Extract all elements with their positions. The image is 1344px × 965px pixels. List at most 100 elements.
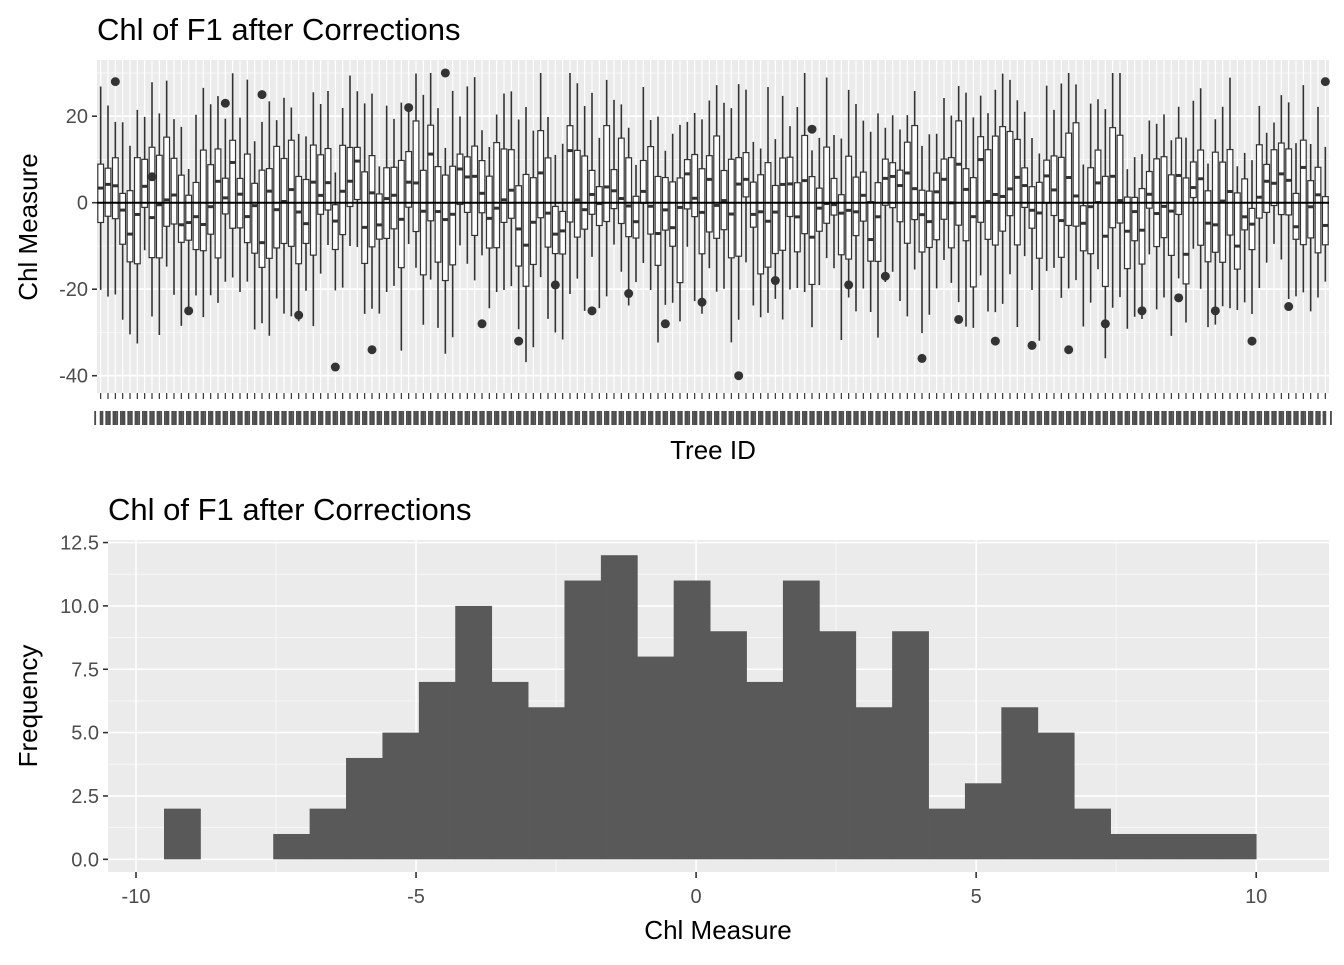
boxplot-box <box>1189 161 1197 199</box>
histogram-x-tick-label: 5 <box>971 886 982 908</box>
boxplot-box <box>1285 148 1293 216</box>
boxplot-x-tick-label: III <box>356 408 373 430</box>
boxplot-x-tick-label: III <box>833 408 850 430</box>
boxplot-x-tick-label: III <box>188 408 205 430</box>
boxplot-box <box>251 182 259 254</box>
boxplot-x-tick-label: III <box>547 408 564 430</box>
boxplot-box <box>925 190 933 249</box>
boxplot-box <box>764 162 772 268</box>
histogram-x-axis: -10 -5 0 5 10 <box>122 872 1267 908</box>
boxplot-x-tick-label: III <box>1317 408 1334 430</box>
boxplot-box <box>999 126 1007 232</box>
boxplot-x-tick-label: III <box>818 408 835 430</box>
histogram-y-tick-label: 0.0 <box>71 849 99 871</box>
histogram-bar <box>892 631 929 860</box>
boxplot-box <box>1321 196 1329 246</box>
histogram-title: Chl of F1 after Corrections <box>108 492 472 527</box>
boxplot-x-tick-label: III <box>276 408 293 430</box>
boxplot-x-tick-label: III <box>261 408 278 430</box>
boxplot-outlier <box>1137 306 1147 316</box>
boxplot-x-label: Tree ID <box>670 435 756 465</box>
boxplot-x-tick-label: III <box>540 408 557 430</box>
boxplot-x-tick-label: III <box>716 408 733 430</box>
boxplot-box <box>170 157 178 225</box>
boxplot-box <box>1065 132 1073 227</box>
boxplot-box <box>801 134 809 235</box>
boxplot-x-tick-label: III <box>1060 408 1077 430</box>
boxplot-outlier <box>954 314 964 324</box>
boxplot-x-tick-label: III <box>371 408 388 430</box>
boxplot-x-tick-label: III <box>466 408 483 430</box>
histogram-y-tick-label: 2.5 <box>71 786 99 808</box>
boxplot-box <box>199 149 207 252</box>
histogram-bar <box>1219 833 1257 860</box>
boxplot-box <box>1167 174 1175 257</box>
boxplot-x-tick-label: III <box>708 408 725 430</box>
boxplot-x-tick-label: III <box>752 408 769 430</box>
boxplot-outlier <box>1284 302 1294 312</box>
boxplot-box <box>566 125 574 223</box>
boxplot-x-tick-label: III <box>305 408 322 430</box>
boxplot-x-tick-label: III <box>569 408 586 430</box>
boxplot-x-tick-label: III <box>584 408 601 430</box>
boxplot-box <box>1131 196 1139 242</box>
boxplot-x-tick-label: III <box>232 408 249 430</box>
boxplot-x-tick-label: III <box>1244 408 1261 430</box>
histogram-bar <box>418 681 456 860</box>
boxplot-box <box>654 175 662 266</box>
histogram-y-tick-label: 7.5 <box>71 659 99 681</box>
boxplot-box <box>969 177 977 288</box>
boxplot-chart: Chl of F1 after Corrections -40 -20 0 20 II… <box>13 12 1334 465</box>
boxplot-outlier <box>734 371 744 381</box>
boxplot-x-tick-label: III <box>459 408 476 430</box>
boxplot-box <box>610 168 618 210</box>
boxplot-box <box>955 120 963 226</box>
boxplot-box <box>456 153 464 206</box>
boxplot-x-tick-label: III <box>503 408 520 430</box>
boxplot-box <box>163 136 171 227</box>
boxplot-x-tick-label: III <box>444 408 461 430</box>
boxplot-x-tick-label: III <box>840 408 857 430</box>
boxplot-box <box>177 174 185 243</box>
histogram-bar <box>819 631 857 860</box>
histogram-y-tick-label: 12.5 <box>60 533 99 555</box>
boxplot-x-tick-label: III <box>1156 408 1173 430</box>
boxplot-x-tick-label: III <box>1170 408 1187 430</box>
boxplot-x-tick-label: III <box>1280 408 1297 430</box>
boxplot-box <box>1013 138 1021 246</box>
boxplot-outlier <box>257 90 267 100</box>
boxplot-x-tick-label: III <box>972 408 989 430</box>
boxplot-box <box>617 137 625 225</box>
boxplot-x-tick-label: III <box>855 408 872 430</box>
boxplot-outlier <box>477 319 487 329</box>
boxplot-y-tick-label: 0 <box>77 193 88 215</box>
boxplot-box <box>1277 142 1285 216</box>
boxplot-x-tick-label: III <box>1104 408 1121 430</box>
boxplot-x-tick-label: III <box>1295 408 1312 430</box>
boxplot-box <box>595 186 603 227</box>
boxplot-box <box>1028 186 1036 229</box>
boxplot-x-tick-label: III <box>1112 408 1129 430</box>
boxplot-outlier <box>1100 319 1110 329</box>
boxplot-outlier <box>1027 340 1037 350</box>
boxplot-box <box>361 171 369 265</box>
boxplot-outlier <box>660 319 670 329</box>
boxplot-box <box>1138 187 1146 265</box>
boxplot-x-tick-label: III <box>107 408 124 430</box>
boxplot-x-tick-label: III <box>730 408 747 430</box>
boxplot-box <box>295 175 303 265</box>
boxplot-x-tick-label: III <box>906 408 923 430</box>
boxplot-x-tick-label: III <box>1185 408 1202 430</box>
boxplot-x-tick-label: III <box>789 408 806 430</box>
boxplot-x-tick-label: III <box>254 408 271 430</box>
boxplot-box <box>918 189 926 253</box>
boxplot-x-tick-label: III <box>994 408 1011 430</box>
boxplot-x-tick-label: III <box>950 408 967 430</box>
boxplot-x-tick-label: III <box>327 408 344 430</box>
boxplot-box <box>808 176 816 286</box>
boxplot-box <box>1248 207 1256 251</box>
boxplot-x-tick-label: III <box>1148 408 1165 430</box>
boxplot-x-tick-label: III <box>657 408 674 430</box>
boxplot-box <box>1035 181 1043 259</box>
